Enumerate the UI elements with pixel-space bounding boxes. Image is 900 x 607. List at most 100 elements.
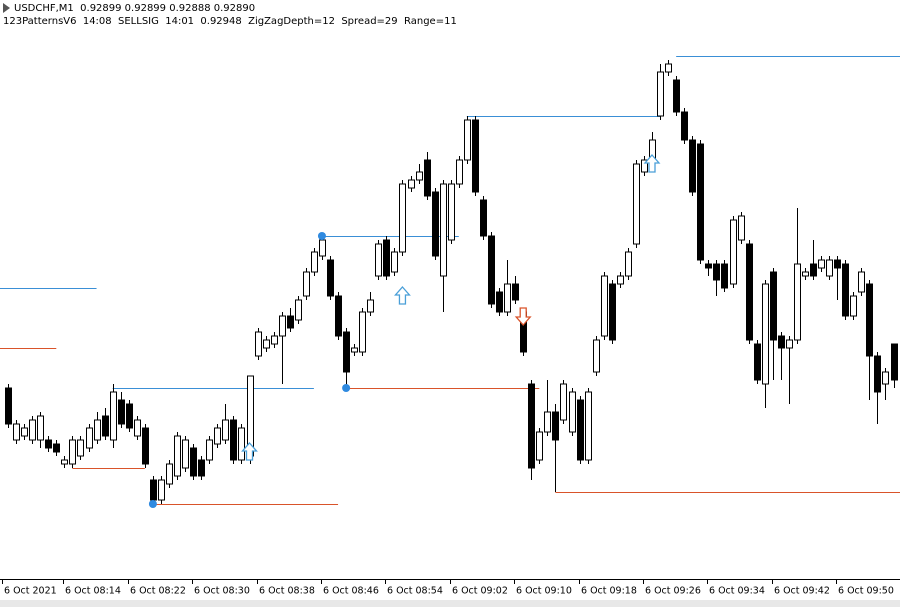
candle-body	[866, 283, 873, 357]
candle-body	[834, 259, 841, 269]
candle-body	[713, 263, 720, 281]
candle-body	[810, 263, 817, 277]
candle-body	[142, 427, 149, 465]
candle-body	[456, 159, 463, 185]
candle-body	[126, 403, 133, 429]
candle-body	[448, 183, 455, 241]
candle-body	[891, 343, 898, 381]
x-tick-label: 6 Oct 08:46	[323, 586, 379, 597]
candle-body	[625, 251, 632, 277]
candle-body	[77, 439, 84, 457]
candle-body	[230, 419, 237, 461]
candle-body	[480, 199, 487, 237]
candle-body	[593, 339, 600, 373]
signal-arrow	[241, 442, 258, 461]
candle-body	[633, 163, 640, 245]
candle-body	[359, 311, 366, 353]
x-tick-label: 6 Oct 08:54	[387, 586, 443, 597]
candle-body	[818, 259, 825, 269]
candle-body	[61, 459, 68, 465]
candle-body	[21, 427, 28, 437]
candle-body	[303, 271, 310, 297]
x-tick-label: 6 Oct 09:26	[645, 586, 701, 597]
candle-body	[37, 415, 44, 441]
x-tick-label: 6 Oct 09:18	[581, 586, 637, 597]
candle-body	[657, 71, 664, 117]
candle-body	[182, 439, 189, 469]
x-tick-label: 6 Oct 09:34	[709, 586, 765, 597]
candle-body	[496, 291, 503, 313]
chart-title: USDCHF,M1 0.92899 0.92899 0.92888 0.9289…	[14, 3, 255, 14]
x-tick-label: 6 Oct 09:42	[774, 586, 830, 597]
candle-body	[110, 391, 117, 441]
candle-body	[577, 399, 584, 461]
candle-body	[665, 63, 672, 73]
candle-body	[544, 411, 551, 433]
candle-body	[351, 347, 358, 353]
candle-body	[552, 411, 559, 441]
pivot-dot	[148, 500, 157, 508]
candle-body	[601, 275, 608, 337]
candle-body	[375, 243, 382, 277]
x-tick-label: 6 Oct 08:22	[130, 586, 186, 597]
candle-body	[850, 295, 857, 317]
pivot-dot	[342, 384, 351, 392]
candle-body	[335, 295, 342, 337]
candle-body	[424, 159, 431, 197]
candle-body	[569, 391, 576, 433]
candle-body	[504, 283, 511, 313]
candle-body	[158, 479, 165, 501]
candle-body	[94, 419, 101, 441]
candle-body	[198, 459, 205, 477]
candle-body	[770, 271, 777, 341]
candle-body	[778, 335, 785, 349]
candle-body	[416, 171, 423, 181]
candle-body	[681, 111, 688, 141]
candle-body	[238, 427, 245, 461]
candle-body	[794, 263, 801, 341]
pivot-dot	[317, 232, 326, 240]
candle-body	[617, 275, 624, 285]
candle-body	[13, 423, 20, 441]
candle-body	[150, 479, 157, 501]
candle-body	[560, 383, 567, 421]
candle-body	[255, 331, 262, 357]
candle-body	[762, 283, 769, 385]
candle-body	[271, 335, 278, 345]
candle-body	[53, 443, 60, 453]
candle-body	[536, 431, 543, 461]
candle-body	[319, 239, 326, 257]
status-strip	[0, 600, 900, 607]
candle-body	[641, 159, 648, 173]
x-tick-label: 6 Oct 08:14	[65, 586, 121, 597]
candle-body	[738, 215, 745, 241]
candle-body	[287, 315, 294, 329]
candle-body	[399, 183, 406, 253]
candle-body	[721, 263, 728, 289]
candle-body	[295, 299, 302, 321]
candle-body	[367, 299, 374, 313]
candle-body	[464, 119, 471, 161]
candle-body	[673, 79, 680, 113]
candle-body	[214, 427, 221, 445]
candle-body	[746, 243, 753, 341]
candle-body	[5, 387, 12, 425]
candle-body	[69, 439, 76, 465]
candle-body	[786, 339, 793, 349]
symbol-icon	[3, 3, 10, 13]
candle-body	[609, 283, 616, 341]
candle-body	[528, 383, 535, 469]
candle-body	[190, 447, 197, 477]
x-tick-label: 6 Oct 2021	[4, 586, 57, 597]
candle-body	[45, 439, 52, 449]
candle-body	[730, 219, 737, 285]
candle-body	[174, 435, 181, 477]
candle-body	[391, 251, 398, 273]
indicator-label: 123PatternsV6 14:08 SELLSIG 14:01 0.9294…	[3, 16, 457, 27]
candle-body	[102, 415, 109, 437]
x-tick-label: 6 Oct 09:10	[516, 586, 572, 597]
candle-body	[697, 143, 704, 261]
candle-body	[754, 343, 761, 381]
